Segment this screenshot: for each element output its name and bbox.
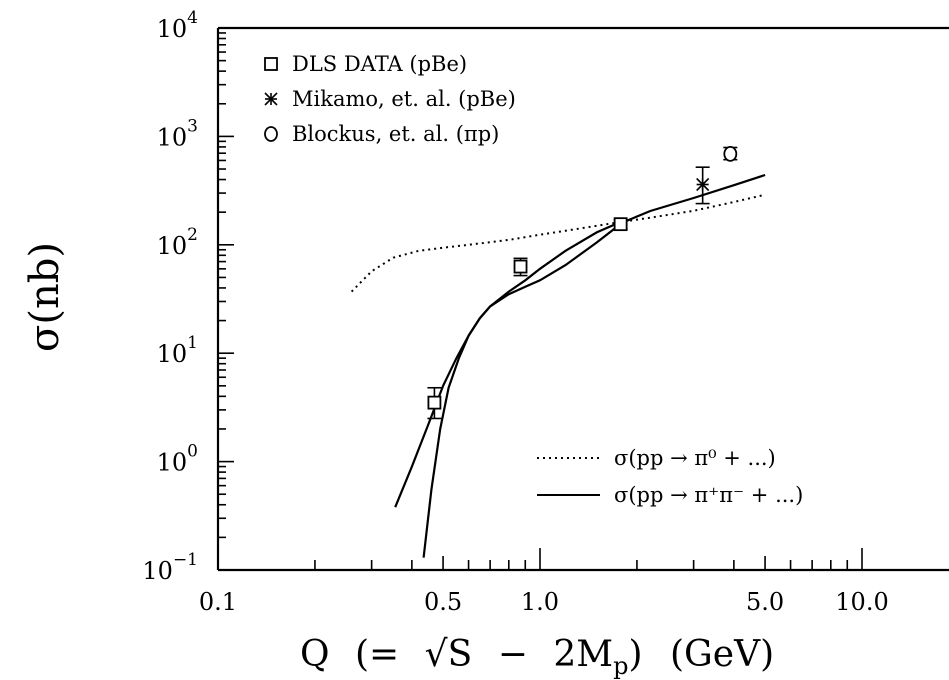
square-marker [613, 217, 628, 232]
square-marker [513, 259, 528, 274]
circle-marker [723, 145, 738, 162]
data-point-square [427, 395, 442, 410]
legend-label: σ(pp → π⁺π⁻ + ...) [614, 483, 803, 507]
y-tick-label: 101 [157, 333, 198, 368]
legend-marker-star [264, 92, 278, 106]
data-point-star [696, 177, 710, 192]
data-point-square [513, 259, 528, 274]
legend-label: Blockus, et. al. (πp) [292, 122, 499, 146]
y-tick-label: 100 [157, 442, 198, 477]
y-tick-label: 104 [157, 8, 198, 43]
legend-label: σ(pp → π⁰ + ...) [614, 446, 776, 470]
x-tick-label: 5.0 [746, 588, 784, 616]
x-tick-label: 10.0 [835, 588, 888, 616]
y-tick-label: 103 [157, 116, 198, 151]
legend-label: Mikamo, et. al. (pBe) [292, 87, 516, 111]
data-points [427, 145, 738, 420]
legend-label: DLS DATA (pBe) [292, 52, 467, 76]
curve-pi0-0 [350, 193, 766, 293]
x-tick-label: 1.0 [521, 588, 559, 616]
y-axis-label: σ(nb) [22, 242, 68, 352]
x-axis-label: Q (= √S − 2Mp) (GeV) [300, 634, 774, 680]
curve-pipi-1 [394, 173, 766, 508]
y-tick-label: 102 [157, 225, 198, 260]
data-point-square [613, 217, 628, 232]
square-marker [427, 395, 442, 410]
legend-marker-circle [264, 126, 278, 142]
axis-labels: σ(nb) Q (= √S − 2Mp) (GeV) [22, 242, 774, 680]
legend: DLS DATA (pBe) Mikamo, et. al. (pBe) Block… [264, 52, 803, 507]
curve-pipi-2 [422, 220, 623, 558]
axes: 10−1 100 101 102 103 104 0.1 0.5 1.0 5.0 10.0 [142, 8, 949, 616]
curves [350, 173, 766, 558]
y-tick-label: 10−1 [142, 550, 198, 585]
data-point-circle [723, 145, 738, 162]
x-tick-label: 0.5 [424, 588, 462, 616]
square-marker [264, 57, 278, 71]
legend-marker-square [264, 57, 278, 71]
x-tick-label: 0.1 [199, 588, 237, 616]
circle-marker [264, 126, 278, 142]
